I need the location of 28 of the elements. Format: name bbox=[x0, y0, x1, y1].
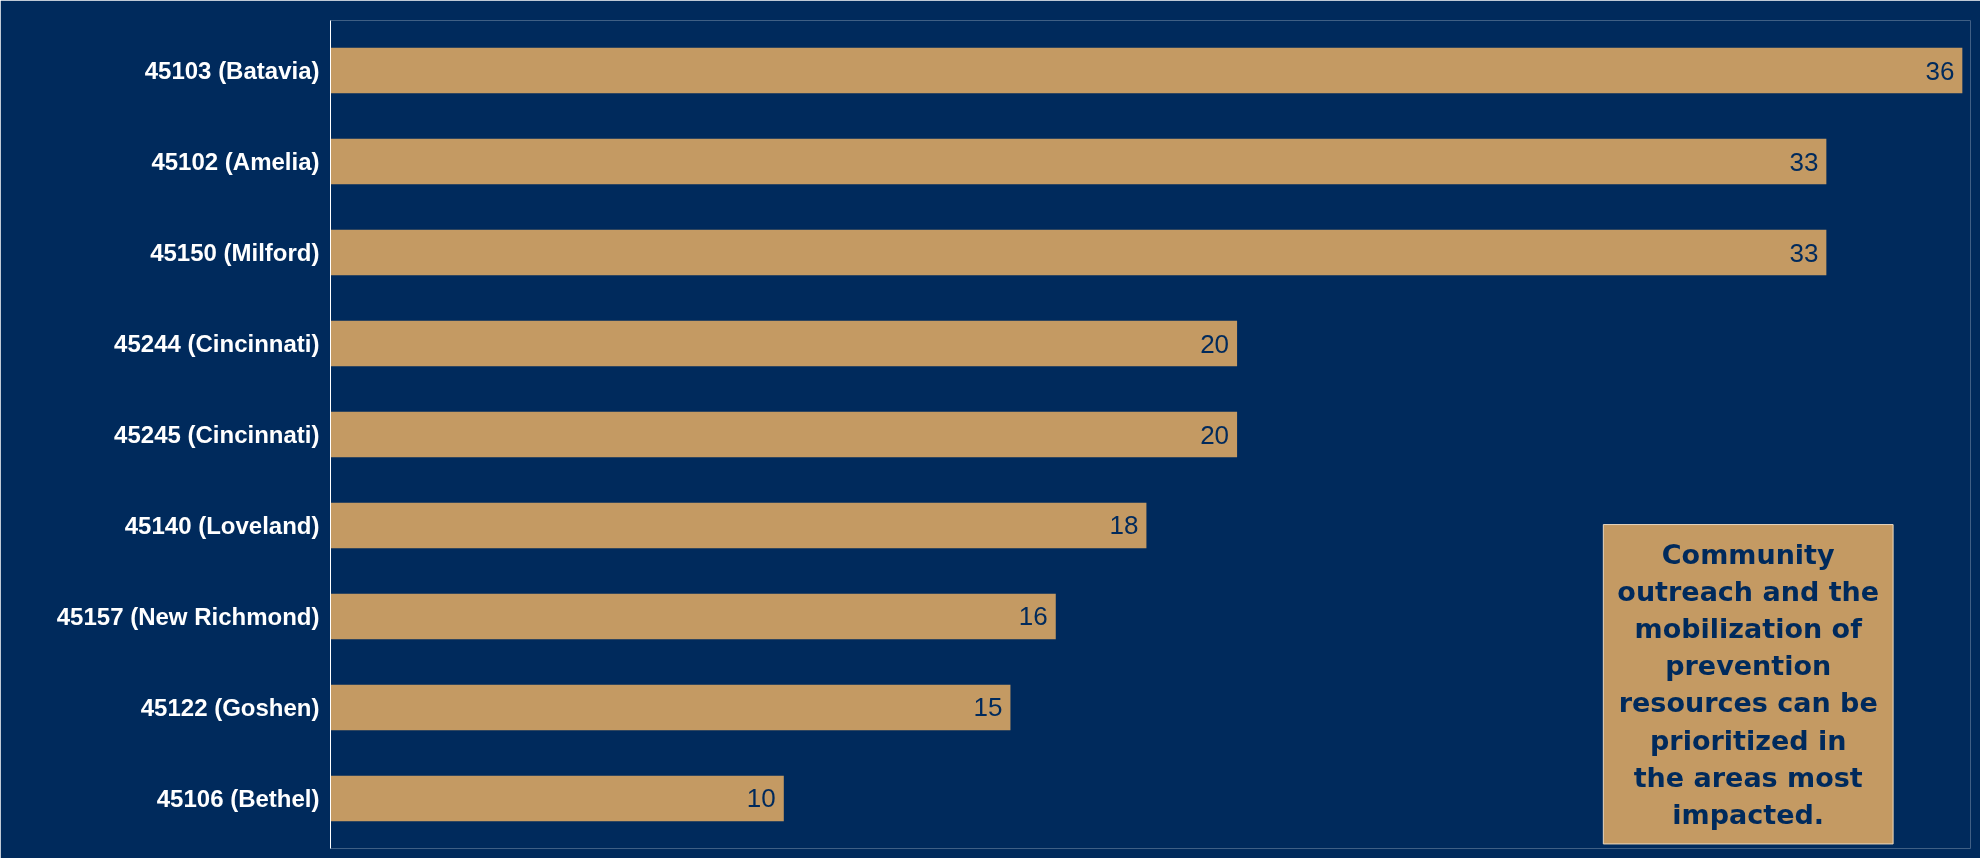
bar bbox=[330, 138, 1827, 185]
bar bbox=[330, 229, 1827, 276]
data-label: 15 bbox=[973, 692, 1003, 723]
y-tick-label: 45150 (Milford) bbox=[150, 239, 320, 267]
data-label: 10 bbox=[746, 783, 776, 814]
y-tick-label: 45102 (Amelia) bbox=[151, 148, 320, 176]
bar bbox=[330, 47, 1963, 94]
y-tick-label: 45157 (New Richmond) bbox=[56, 602, 320, 630]
data-label: 16 bbox=[1018, 601, 1048, 632]
data-label: 20 bbox=[1200, 328, 1230, 359]
data-label: 20 bbox=[1200, 419, 1230, 450]
y-tick-label: 45122 (Goshen) bbox=[140, 693, 320, 721]
data-label: 33 bbox=[1789, 237, 1819, 268]
y-tick-label: 45244 (Cincinnati) bbox=[114, 330, 320, 358]
data-label: 18 bbox=[1109, 510, 1139, 541]
bar bbox=[330, 593, 1056, 640]
data-label: 36 bbox=[1925, 55, 1955, 86]
bar bbox=[330, 320, 1238, 367]
bar bbox=[330, 775, 784, 822]
data-label: 33 bbox=[1789, 146, 1819, 177]
y-tick-label: 45106 (Bethel) bbox=[156, 784, 320, 812]
bar bbox=[330, 502, 1147, 549]
bar bbox=[330, 411, 1238, 458]
y-tick-label: 45103 (Batavia) bbox=[144, 57, 320, 85]
bar bbox=[330, 684, 1011, 731]
y-tick-label: 45140 (Loveland) bbox=[124, 511, 320, 539]
y-tick-label: 45245 (Cincinnati) bbox=[114, 421, 320, 448]
annotation: Community outreach and the mobilization of prevention resources can be prioritized in the areas most impacted. bbox=[1617, 538, 1880, 830]
